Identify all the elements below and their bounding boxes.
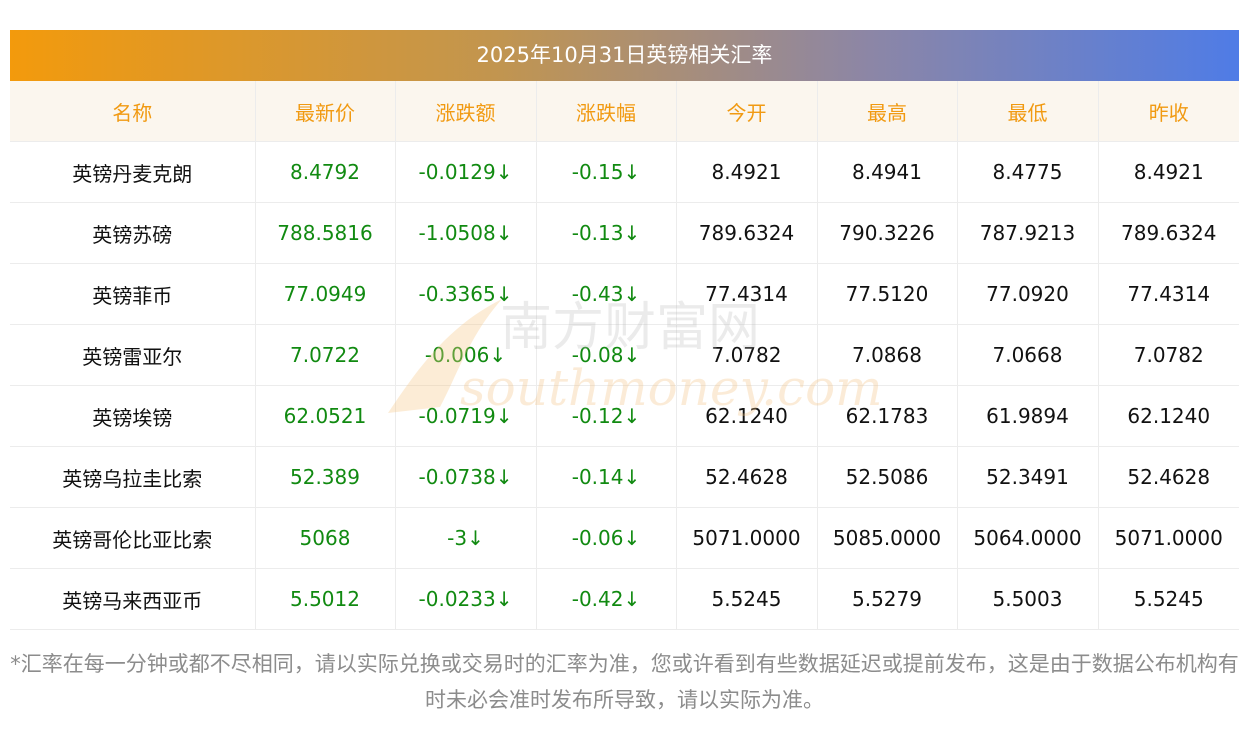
- cell-latest: 62.0521: [255, 385, 396, 447]
- cell-name: 英镑哥伦比亚比索: [10, 507, 256, 569]
- cell-change: -0.0719↓: [395, 385, 537, 447]
- cell-high: 5085.0000: [817, 507, 958, 569]
- cell-prev-close: 62.1240: [1098, 385, 1239, 447]
- cell-open: 62.1240: [676, 385, 818, 447]
- cell-prev-close: 8.4921: [1098, 141, 1239, 203]
- cell-name: 英镑雷亚尔: [10, 324, 256, 386]
- cell-prev-close: 5.5245: [1098, 568, 1239, 630]
- cell-latest: 7.0722: [255, 324, 396, 386]
- col-header-open: 今开: [676, 81, 818, 142]
- cell-change-pct: -0.06↓: [536, 507, 677, 569]
- cell-low: 787.9213: [957, 202, 1099, 264]
- cell-prev-close: 7.0782: [1098, 324, 1239, 386]
- cell-latest: 77.0949: [255, 263, 396, 325]
- cell-latest: 788.5816: [255, 202, 396, 264]
- cell-low: 7.0668: [957, 324, 1099, 386]
- cell-name: 英镑埃镑: [10, 385, 256, 447]
- cell-prev-close: 52.4628: [1098, 446, 1239, 508]
- cell-change: -0.3365↓: [395, 263, 537, 325]
- cell-high: 5.5279: [817, 568, 958, 630]
- cell-prev-close: 789.6324: [1098, 202, 1239, 264]
- cell-change-pct: -0.13↓: [536, 202, 677, 264]
- cell-latest: 52.389: [255, 446, 396, 508]
- cell-open: 7.0782: [676, 324, 818, 386]
- cell-open: 52.4628: [676, 446, 818, 508]
- cell-change: -0.0233↓: [395, 568, 537, 630]
- col-header-high: 最高: [817, 81, 958, 142]
- cell-change-pct: -0.12↓: [536, 385, 677, 447]
- col-header-low: 最低: [957, 81, 1099, 142]
- cell-low: 52.3491: [957, 446, 1099, 508]
- cell-change: -0.0738↓: [395, 446, 537, 508]
- table-row: 英镑马来西亚币 5.5012 -0.0233↓ -0.42↓ 5.5245 5.5279 5…: [10, 568, 1239, 630]
- cell-change-pct: -0.43↓: [536, 263, 677, 325]
- cell-prev-close: 5071.0000: [1098, 507, 1239, 569]
- cell-high: 790.3226: [817, 202, 958, 264]
- cell-change: -0.0129↓: [395, 141, 537, 203]
- cell-name: 英镑乌拉圭比索: [10, 446, 256, 508]
- cell-low: 5.5003: [957, 568, 1099, 630]
- table-row: 英镑丹麦克朗 8.4792 -0.0129↓ -0.15↓ 8.4921 8.4941 8.…: [10, 141, 1239, 203]
- cell-name: 英镑苏磅: [10, 202, 256, 264]
- cell-name: 英镑菲币: [10, 263, 256, 325]
- col-header-name: 名称: [10, 81, 256, 142]
- cell-open: 77.4314: [676, 263, 818, 325]
- cell-low: 8.4775: [957, 141, 1099, 203]
- cell-change-pct: -0.15↓: [536, 141, 677, 203]
- cell-open: 5071.0000: [676, 507, 818, 569]
- header-row: 名称 最新价 涨跌额 涨跌幅 今开 最高 最低 昨收: [10, 81, 1239, 142]
- cell-latest: 5068: [255, 507, 396, 569]
- table-row: 英镑菲币 77.0949 -0.3365↓ -0.43↓ 77.4314 77.5120 7…: [10, 263, 1239, 325]
- footnote: *汇率在每一分钟或都不尽相同，请以实际兑换或交易时的汇率为准，您或许看到有些数据…: [10, 652, 1239, 712]
- cell-latest: 5.5012: [255, 568, 396, 630]
- cell-change: -3↓: [395, 507, 537, 569]
- cell-low: 77.0920: [957, 263, 1099, 325]
- cell-change-pct: -0.14↓: [536, 446, 677, 508]
- table-row: 英镑苏磅 788.5816 -1.0508↓ -0.13↓ 789.6324 790.32…: [10, 202, 1239, 264]
- cell-high: 77.5120: [817, 263, 958, 325]
- cell-high: 7.0868: [817, 324, 958, 386]
- cell-name: 英镑马来西亚币: [10, 568, 256, 630]
- col-header-latest: 最新价: [255, 81, 396, 142]
- cell-change: -0.006↓: [395, 324, 537, 386]
- rates-table: 名称 最新价 涨跌额 涨跌幅 今开 最高 最低 昨收 英镑丹麦克朗 8.4792-…: [10, 81, 1239, 630]
- cell-high: 52.5086: [817, 446, 958, 508]
- cell-latest: 8.4792: [255, 141, 396, 203]
- col-header-prev-close: 昨收: [1098, 81, 1239, 142]
- table-row: 英镑哥伦比亚比索 5068 -3↓ -0.06↓ 5071.0000 5085.0000 5…: [10, 507, 1239, 569]
- cell-open: 5.5245: [676, 568, 818, 630]
- cell-name: 英镑丹麦克朗: [10, 141, 256, 203]
- cell-high: 62.1783: [817, 385, 958, 447]
- cell-change: -1.0508↓: [395, 202, 537, 264]
- cell-low: 5064.0000: [957, 507, 1099, 569]
- table-title: 2025年10月31日英镑相关汇率: [10, 30, 1239, 81]
- cell-low: 61.9894: [957, 385, 1099, 447]
- cell-open: 8.4921: [676, 141, 818, 203]
- cell-high: 8.4941: [817, 141, 958, 203]
- cell-change-pct: -0.08↓: [536, 324, 677, 386]
- table-row: 英镑雷亚尔 7.0722 -0.006↓ -0.08↓ 7.0782 7.0868 7.06…: [10, 324, 1239, 386]
- cell-change-pct: -0.42↓: [536, 568, 677, 630]
- cell-prev-close: 77.4314: [1098, 263, 1239, 325]
- col-header-change: 涨跌额: [395, 81, 537, 142]
- col-header-change-pct: 涨跌幅: [536, 81, 677, 142]
- table-row: 英镑乌拉圭比索 52.389 -0.0738↓ -0.14↓ 52.4628 52.508…: [10, 446, 1239, 508]
- rates-panel: 2025年10月31日英镑相关汇率 名称 最新价 涨跌额 涨跌幅 今开 最高 最…: [10, 30, 1239, 630]
- table-row: 英镑埃镑 62.0521 -0.0719↓ -0.12↓ 62.1240 62.1783 6…: [10, 385, 1239, 447]
- cell-open: 789.6324: [676, 202, 818, 264]
